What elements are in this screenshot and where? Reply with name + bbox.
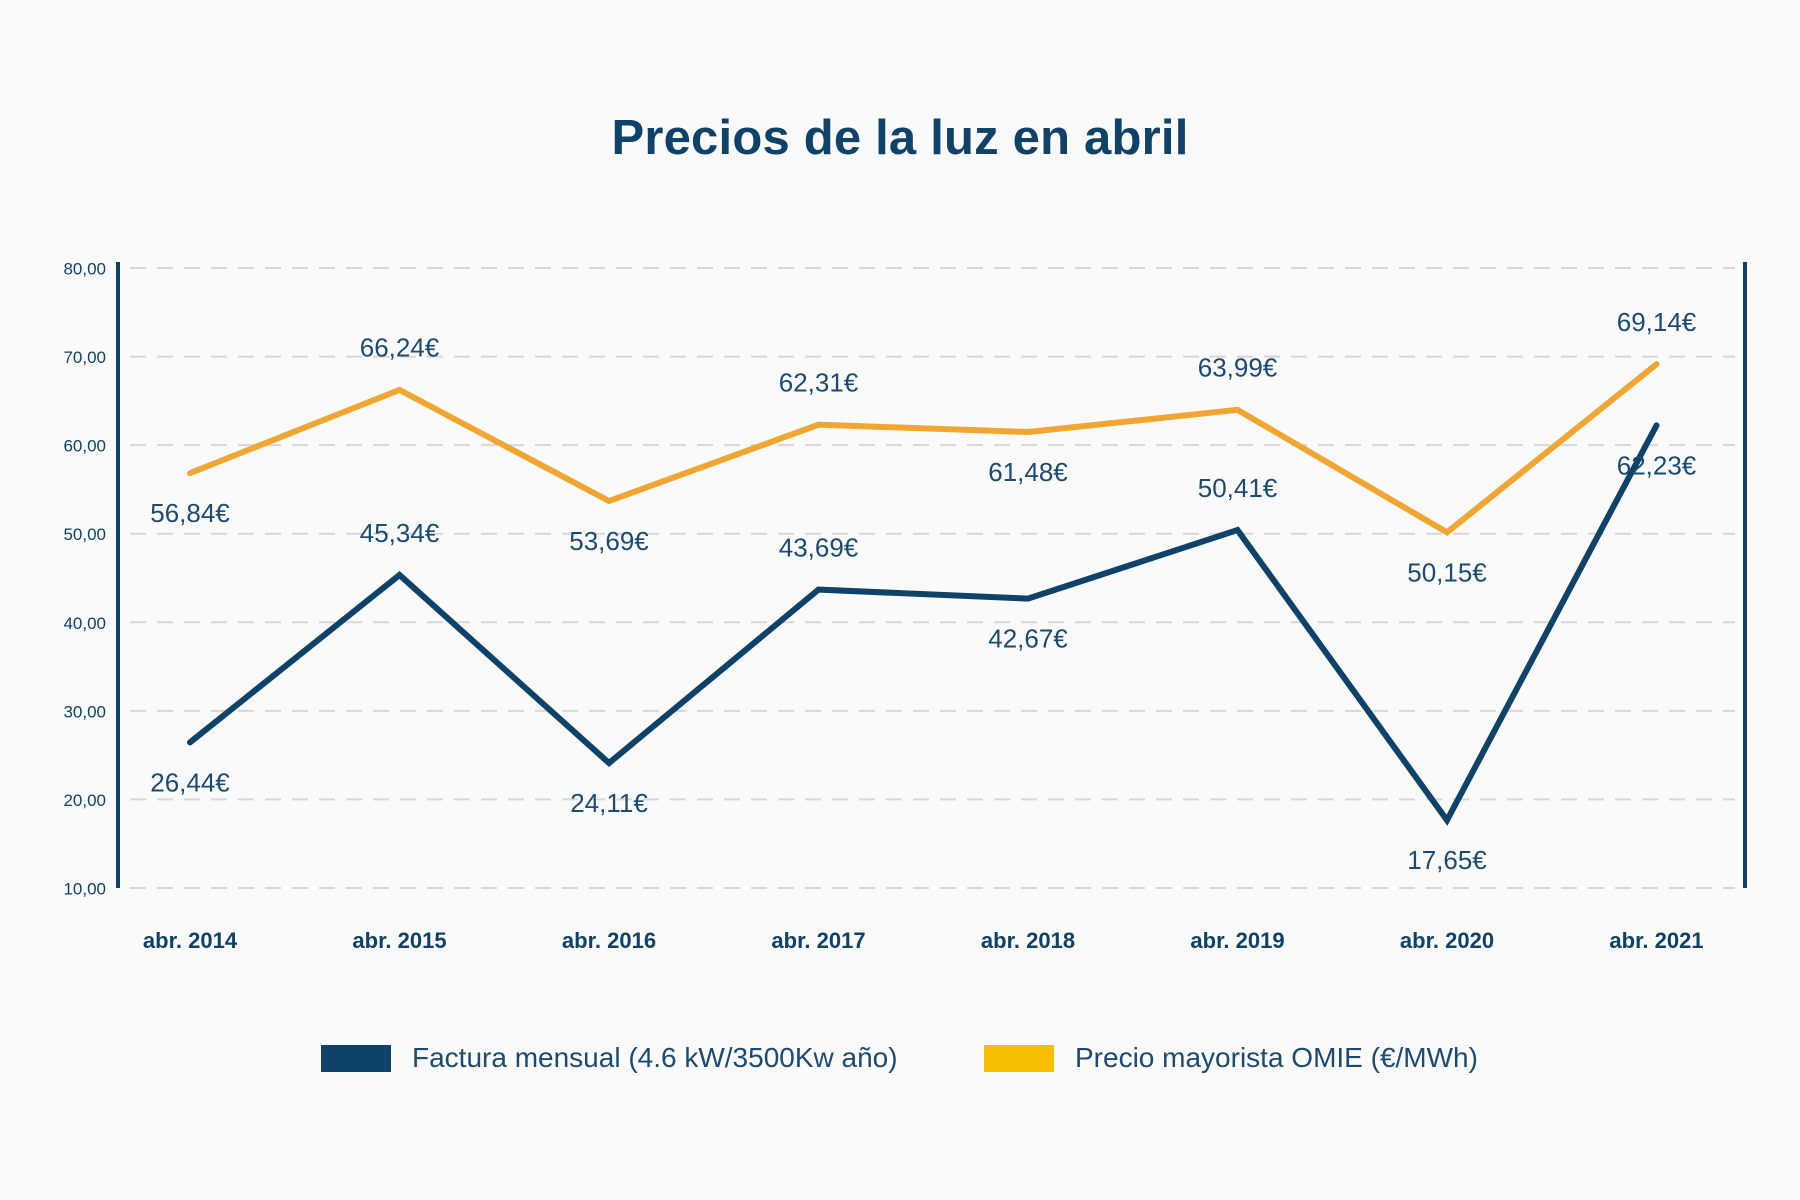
y-tick-labels: 80,00 70,00 60,00 50,00 40,00 30,00 20,00 10,00	[63, 259, 106, 898]
x-tick-label: abr. 2020	[1400, 928, 1494, 953]
y-tick-label: 40,00	[63, 614, 106, 633]
chart-title: Precios de la luz en abril	[611, 111, 1189, 165]
data-label: 53,69€	[569, 526, 649, 556]
series-line-omie	[187, 361, 1660, 537]
x-tick-label: abr. 2014	[143, 928, 238, 953]
series	[187, 361, 1660, 826]
y-tick-label: 80,00	[63, 259, 106, 278]
legend-item-factura: Factura mensual (4.6 kW/3500Kw año)	[321, 1038, 898, 1078]
grid	[130, 267, 1735, 889]
x-tick-label: abr. 2021	[1609, 928, 1703, 953]
series-line-factura	[187, 422, 1660, 826]
legend-item-omie: Precio mayorista OMIE (€/MWh)	[984, 1038, 1478, 1078]
x-tick-label: abr. 2016	[562, 928, 656, 953]
data-label: 69,14€	[1617, 307, 1697, 337]
legend-swatch-omie	[984, 1044, 1054, 1072]
data-label: 26,44€	[150, 767, 230, 797]
x-tick-label: abr. 2018	[981, 928, 1075, 953]
data-label: 62,23€	[1617, 450, 1697, 480]
data-label: 50,41€	[1198, 473, 1278, 503]
legend-swatch-factura	[321, 1044, 391, 1072]
y-tick-label: 20,00	[63, 791, 106, 810]
y-tick-label: 30,00	[63, 702, 106, 721]
data-label: 63,99€	[1198, 353, 1278, 383]
x-tick-labels: abr. 2014 abr. 2015 abr. 2016 abr. 2017 abr.…	[143, 928, 1704, 953]
y-tick-label: 70,00	[63, 348, 106, 367]
data-label: 56,84€	[150, 498, 230, 528]
data-label: 45,34€	[360, 518, 440, 548]
legend-label-omie: Precio mayorista OMIE (€/MWh)	[1075, 1042, 1478, 1073]
data-label: 61,48€	[988, 457, 1068, 487]
axes	[116, 262, 1747, 888]
data-label: 24,11€	[570, 788, 648, 818]
data-label: 42,67€	[988, 624, 1068, 654]
data-label: 17,65€	[1407, 845, 1487, 875]
legend-label-factura: Factura mensual (4.6 kW/3500Kw año)	[412, 1042, 898, 1073]
data-label: 43,69€	[779, 532, 859, 562]
data-label: 50,15€	[1407, 557, 1487, 587]
y-tick-label: 60,00	[63, 437, 106, 456]
data-label: 66,24€	[360, 333, 440, 363]
y-tick-label: 50,00	[63, 525, 106, 544]
x-tick-label: abr. 2017	[771, 928, 865, 953]
data-label: 62,31€	[779, 368, 859, 398]
x-tick-label: abr. 2019	[1190, 928, 1284, 953]
data-labels: 26,44€ 45,34€ 24,11€ 43,69€ 42,67€ 50,41€ 17,6…	[150, 307, 1697, 875]
y-tick-label: 10,00	[63, 879, 106, 898]
x-tick-label: abr. 2015	[352, 928, 446, 953]
